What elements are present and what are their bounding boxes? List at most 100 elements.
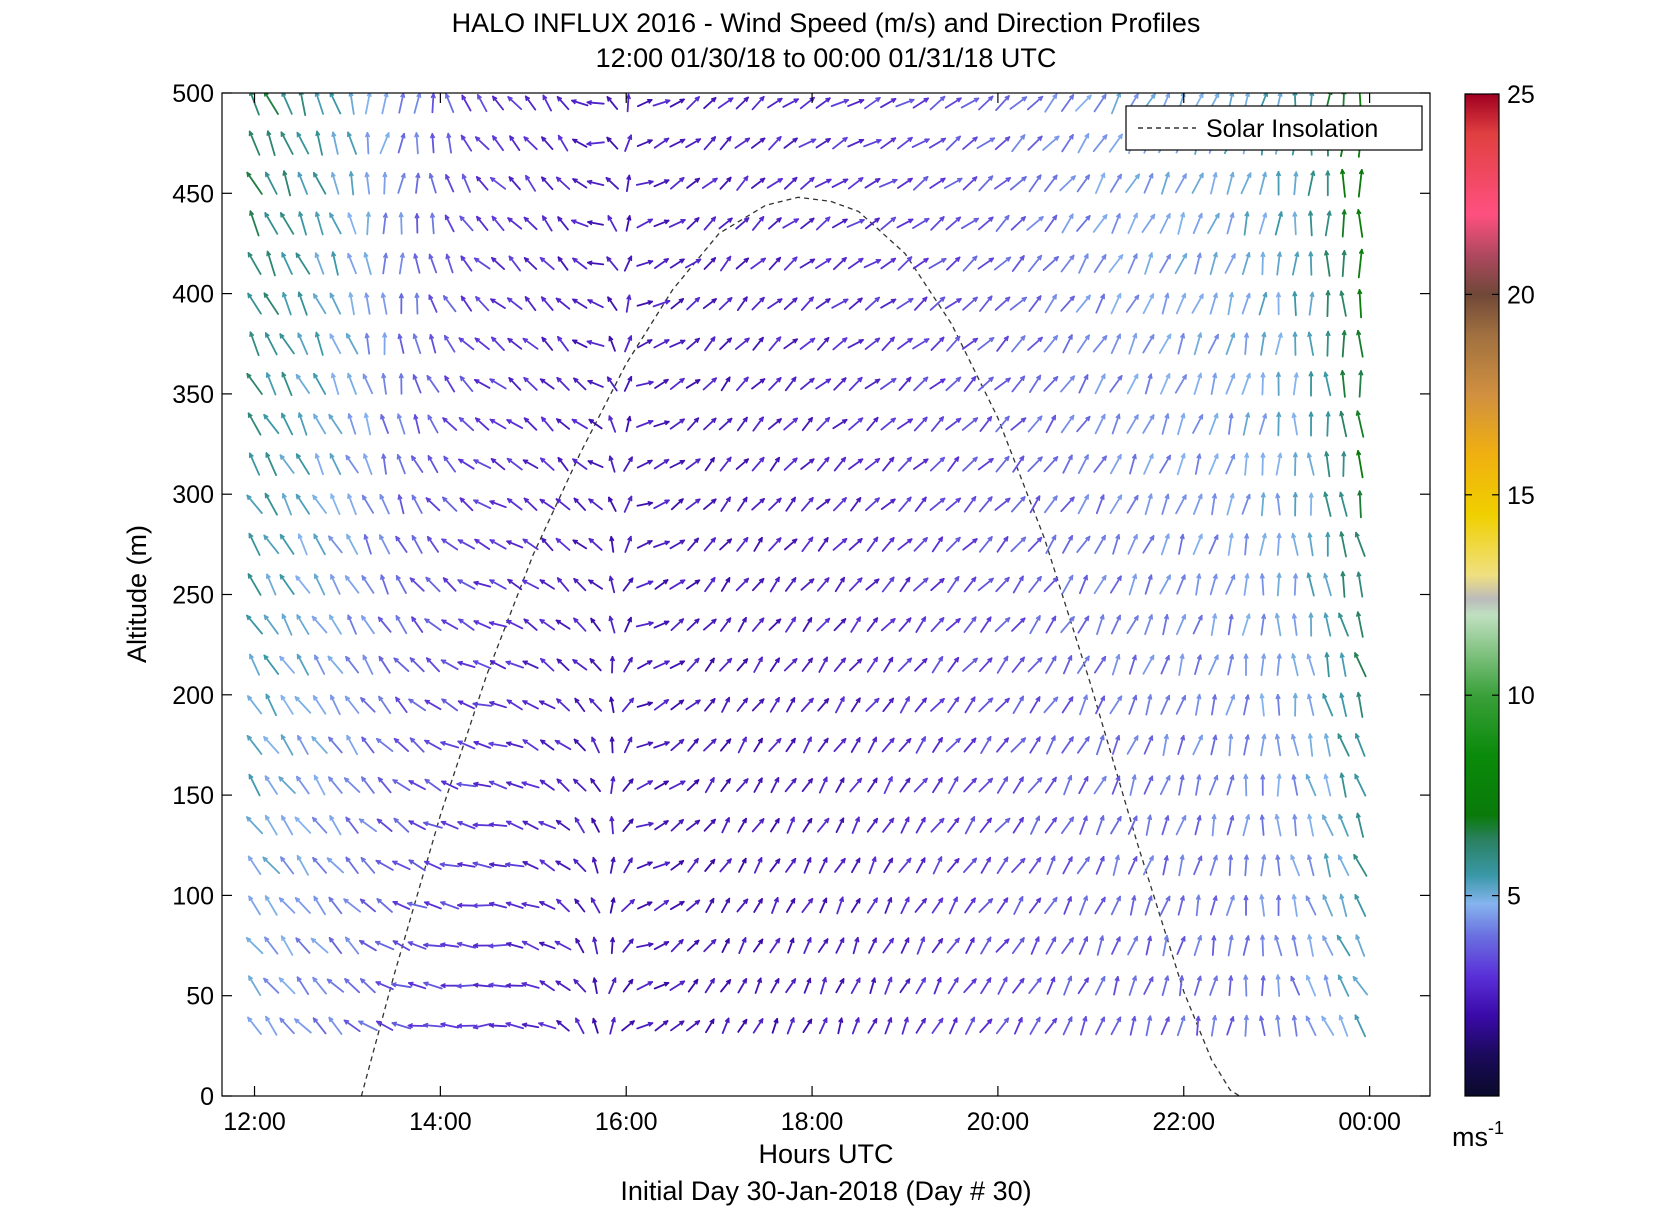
wind-barb-head xyxy=(922,458,929,461)
wind-barb-shaft xyxy=(415,213,419,234)
wind-barb-head xyxy=(246,614,249,621)
wind-barb-shaft xyxy=(263,292,280,315)
wind-barb-shaft xyxy=(312,494,327,514)
wind-barb-shaft xyxy=(442,295,457,313)
wind-barb xyxy=(364,171,371,195)
wind-barb xyxy=(442,577,457,592)
wind-barb-head xyxy=(391,1022,397,1027)
wind-barb-head xyxy=(557,457,560,463)
wind-barb xyxy=(364,332,371,355)
wind-barb xyxy=(264,775,278,795)
wind-barb-head xyxy=(727,97,734,100)
wind-barb-head xyxy=(678,1020,685,1023)
wind-barb-head xyxy=(312,857,315,863)
wind-barb-shaft xyxy=(264,936,279,955)
wind-barb xyxy=(426,374,440,393)
wind-barb-shaft xyxy=(424,699,442,711)
wind-barb xyxy=(380,574,389,595)
wind-barb-shaft xyxy=(360,776,375,794)
wind-barb-head xyxy=(972,657,978,661)
wind-barb-head xyxy=(841,337,848,340)
wind-barb-head xyxy=(409,577,413,583)
wind-barb-shaft xyxy=(264,814,278,836)
wind-barb-shaft xyxy=(361,736,375,754)
wind-barb-head xyxy=(824,498,831,501)
wind-barb xyxy=(361,736,375,754)
wind-barb-head xyxy=(777,298,783,301)
wind-barb xyxy=(280,412,294,436)
wind-barb xyxy=(408,698,427,712)
wind-barb-head xyxy=(441,698,445,704)
wind-barb-shaft xyxy=(459,375,474,393)
wind-barb-head xyxy=(556,577,560,583)
wind-barb-head xyxy=(440,741,445,746)
wind-barb-shaft xyxy=(328,937,343,955)
wind-barb-head xyxy=(312,1017,316,1023)
wind-barb-shaft xyxy=(431,132,435,154)
wind-barb-shaft xyxy=(295,575,311,594)
wind-barb-shaft xyxy=(311,615,328,634)
wind-barb-shaft xyxy=(406,902,428,909)
wind-barb xyxy=(248,452,261,476)
wind-barb-head xyxy=(439,863,445,868)
wind-barb-shaft xyxy=(327,776,343,794)
wind-barb-shaft xyxy=(297,332,309,356)
wind-barb xyxy=(344,575,360,594)
wind-barb-head xyxy=(648,179,654,183)
wind-barb-head xyxy=(442,577,446,583)
wind-barb-head xyxy=(294,696,298,702)
wind-barb-head xyxy=(397,333,400,340)
chart-subtitle: 12:00 01/30/18 to 00:00 01/31/18 UTC xyxy=(596,43,1057,73)
wind-barb-shaft xyxy=(429,333,437,354)
wind-barb-head xyxy=(1004,296,1011,300)
wind-barb-head xyxy=(376,1020,380,1026)
wind-barb-head xyxy=(1021,296,1027,300)
wind-barb-shaft xyxy=(247,251,262,276)
wind-barb-head xyxy=(726,417,733,421)
wind-barb-shaft xyxy=(313,372,327,395)
wind-barb-head xyxy=(825,298,831,301)
wind-barb-head xyxy=(312,494,315,501)
wind-barb xyxy=(358,1020,378,1032)
wind-barb xyxy=(379,132,390,155)
wind-barb xyxy=(264,332,278,356)
wind-barb-head xyxy=(311,736,315,742)
wind-barb-head xyxy=(365,211,370,217)
wind-barb xyxy=(248,773,261,797)
wind-barb-head xyxy=(647,300,653,303)
wind-barb-head xyxy=(890,377,897,381)
wind-barb xyxy=(410,455,424,473)
wind-barb xyxy=(425,576,441,593)
wind-barb-shaft xyxy=(316,130,324,156)
wind-barb-shaft xyxy=(377,616,392,633)
wind-barb-head xyxy=(414,292,418,299)
wind-barb-head xyxy=(647,942,654,945)
wind-barb-shaft xyxy=(313,895,326,916)
wind-barb xyxy=(278,897,296,914)
wind-barb-shaft xyxy=(425,576,441,593)
wind-barb-head xyxy=(460,134,463,141)
wind-barb xyxy=(344,936,360,955)
wind-barb-shaft xyxy=(411,616,424,633)
wind-barb-shaft xyxy=(423,901,442,910)
wind-barb-head xyxy=(378,655,381,662)
wind-barb xyxy=(279,333,295,355)
wind-barb xyxy=(314,331,324,356)
wind-barb-shaft xyxy=(343,898,362,913)
wind-barb-head xyxy=(280,856,283,862)
wind-barb-head xyxy=(429,212,433,218)
wind-barb xyxy=(363,534,372,555)
wind-barb-shaft xyxy=(457,661,476,668)
wind-barb-shaft xyxy=(460,295,473,312)
wind-barb xyxy=(382,332,388,356)
wind-barb-shaft xyxy=(313,654,326,675)
wind-barb-head xyxy=(678,298,684,301)
wind-barb-shaft xyxy=(295,453,310,475)
wind-barb-head xyxy=(393,657,397,663)
wind-barb-head xyxy=(472,1026,479,1030)
wind-barb-head xyxy=(476,176,479,182)
wind-barb-shaft xyxy=(280,412,294,436)
wind-barb-shaft xyxy=(392,860,411,871)
wind-barb-shaft xyxy=(445,253,454,274)
wind-barb xyxy=(294,816,312,834)
